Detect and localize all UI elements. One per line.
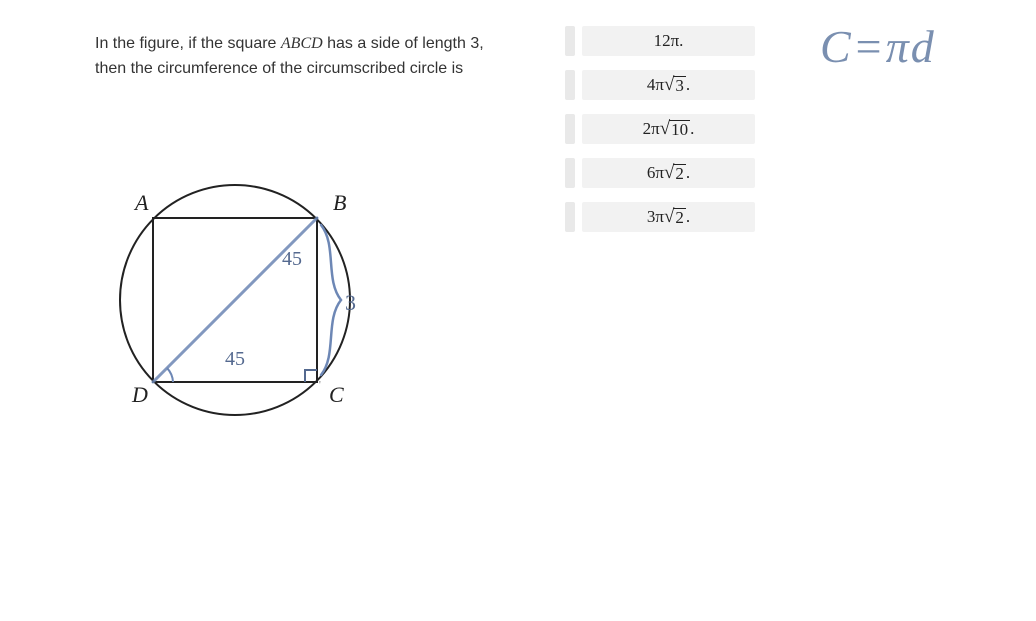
drag-handle-icon[interactable] xyxy=(565,114,575,144)
pi-symbol: π xyxy=(655,207,664,227)
vertex-d: D xyxy=(131,382,148,407)
answer-option-2[interactable]: 4π√3. xyxy=(565,70,755,100)
answer-option-5[interactable]: 3π√2. xyxy=(565,202,755,232)
sqrt: √10 xyxy=(660,120,690,139)
question-text: In the figure, if the square ABCD has a … xyxy=(95,32,515,82)
drag-handle-icon[interactable] xyxy=(565,202,575,232)
sqrt: √2 xyxy=(664,208,686,227)
answer-box: 2π√10. xyxy=(582,114,755,144)
drag-handle-icon[interactable] xyxy=(565,158,575,188)
handwritten-formula: C=πd xyxy=(820,20,936,73)
vertex-c: C xyxy=(329,382,344,407)
period: . xyxy=(679,31,683,51)
period: . xyxy=(686,207,690,227)
coef: 12 xyxy=(654,31,671,51)
side-length-3: 3 xyxy=(345,290,356,315)
pi-symbol: π xyxy=(651,119,660,139)
diagram-svg: A B C D 45 45 3 ' xyxy=(85,150,385,450)
coef: 2 xyxy=(643,119,652,139)
right-angle-mark xyxy=(305,370,317,382)
geometry-diagram: A B C D 45 45 3 ' xyxy=(85,150,385,450)
coef: 4 xyxy=(647,75,656,95)
pi-symbol: π xyxy=(655,163,664,183)
pi-symbol: π xyxy=(671,31,680,51)
sqrt: √3 xyxy=(664,76,686,95)
answer-option-1[interactable]: 12π. xyxy=(565,26,755,56)
answer-box: 6π√2. xyxy=(582,158,755,188)
pi-symbol: π xyxy=(655,75,664,95)
answer-options: 12π. 4π√3. 2π√10. 6π√2. 3π√2. xyxy=(565,26,755,246)
question-prefix: In the figure, if the square xyxy=(95,35,281,52)
angle-45-upper: 45 xyxy=(282,248,302,270)
answer-option-4[interactable]: 6π√2. xyxy=(565,158,755,188)
sqrt: √2 xyxy=(664,164,686,183)
drag-handle-icon[interactable] xyxy=(565,26,575,56)
tick-c: ' xyxy=(319,380,321,391)
answer-box: 4π√3. xyxy=(582,70,755,100)
coef: 3 xyxy=(647,207,656,227)
period: . xyxy=(686,75,690,95)
period: . xyxy=(686,163,690,183)
angle-arc-d xyxy=(167,368,173,382)
answer-box: 3π√2. xyxy=(582,202,755,232)
vertex-b: B xyxy=(333,190,346,215)
answer-box: 12π. xyxy=(582,26,755,56)
square-name: ABCD xyxy=(281,35,323,52)
period: . xyxy=(690,119,694,139)
angle-45-lower: 45 xyxy=(225,348,245,370)
coef: 6 xyxy=(647,163,656,183)
answer-option-3[interactable]: 2π√10. xyxy=(565,114,755,144)
drag-handle-icon[interactable] xyxy=(565,70,575,100)
vertex-a: A xyxy=(133,190,149,215)
